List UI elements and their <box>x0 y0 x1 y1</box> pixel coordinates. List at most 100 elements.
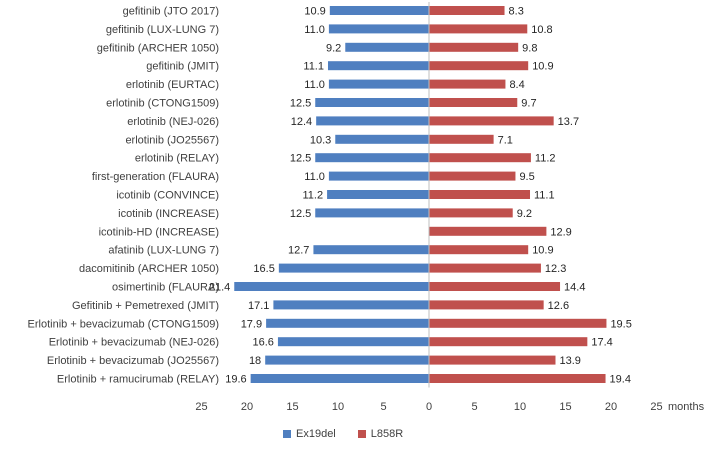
value-label-l858r-14: 10.9 <box>532 245 553 257</box>
x-tick-label-4: 10 <box>332 401 344 413</box>
value-label-ex19del-21: 19.6 <box>225 374 246 386</box>
bar-l858r-6 <box>429 98 518 107</box>
value-label-l858r-15: 12.3 <box>545 263 566 275</box>
value-label-l858r-20: 13.9 <box>559 355 580 367</box>
bar-ex19del-1 <box>329 6 429 15</box>
category-label-gefitinib-jto-2017: gefitinib (JTO 2017) <box>123 6 219 18</box>
legend-swatch-l858r <box>357 430 366 438</box>
value-label-ex19del-14: 12.7 <box>288 245 309 257</box>
bar-l858r-8 <box>429 134 494 144</box>
bar-l858r-15 <box>429 263 541 273</box>
value-label-l858r-17: 12.6 <box>548 300 569 312</box>
value-label-ex19del-10: 11.0 <box>304 171 325 183</box>
bar-l858r-18 <box>429 318 607 328</box>
category-label-erlotinib-ramucirumab-relay: Erlotinib + ramucirumab (RELAY) <box>57 374 219 386</box>
value-label-ex19del-4: 11.1 <box>303 61 324 73</box>
value-label-ex19del-17: 17.1 <box>248 300 269 312</box>
bar-ex19del-19 <box>277 337 429 347</box>
bar-l858r-1 <box>429 6 505 15</box>
legend-item-ex19del: Ex19del <box>283 428 336 440</box>
value-label-ex19del-5: 11.0 <box>304 79 325 91</box>
category-label-gefitinib-pemetrexed-jmit: Gefitinib + Pemetrexed (JMIT) <box>72 300 219 312</box>
bar-l858r-19 <box>429 337 588 347</box>
bar-ex19del-10 <box>328 171 429 181</box>
value-label-ex19del-20: 18 <box>249 355 261 367</box>
value-labels: 10.9 8.3 11.0 10.8 9.2 9.8 11.1 10.9 11.0 8.4 12.5… <box>209 6 632 386</box>
legend-label-ex19del: Ex19del <box>296 428 336 440</box>
category-label-gefitinib-jmit: gefitinib (JMIT) <box>146 61 219 73</box>
bar-l858r-14 <box>429 245 529 255</box>
bar-l858r-11 <box>429 190 531 199</box>
category-labels: gefitinib (JTO 2017) gefitinib (LUX-LUNG … <box>28 6 219 386</box>
legend-label-l858r: L858R <box>370 428 404 440</box>
value-label-ex19del-15: 16.5 <box>253 263 274 275</box>
category-label-icotinib-convince: icotinib (CONVINCE) <box>116 190 219 202</box>
bar-l858r-3 <box>429 42 519 52</box>
category-label-erlotinib-nej-026: erlotinib (NEJ-026) <box>127 116 219 128</box>
category-label-erlotinib-eurtac: erlotinib (EURTAC) <box>126 79 219 91</box>
bar-ex19del-11 <box>327 190 429 199</box>
bar-l858r-16 <box>429 282 561 291</box>
bar-ex19del-16 <box>234 282 429 291</box>
value-label-ex19del-16: 21.4 <box>209 282 230 294</box>
value-label-l858r-6: 9.7 <box>521 98 536 110</box>
bar-ex19del-14 <box>313 245 429 255</box>
value-label-ex19del-8: 10.3 <box>310 134 331 146</box>
value-label-ex19del-3: 9.2 <box>326 42 341 54</box>
category-label-gefitinib-archer-1050: gefitinib (ARCHER 1050) <box>97 42 219 54</box>
category-label-erlotinib-bevacizumab-ctong1509: Erlotinib + bevacizumab (CTONG1509) <box>28 318 219 330</box>
bar-ex19del-17 <box>273 300 429 310</box>
x-tick-label-3: 15 <box>286 401 298 413</box>
bar-ex19del-2 <box>328 24 429 34</box>
x-tick-label-9: 15 <box>559 401 571 413</box>
bar-ex19del-21 <box>250 374 429 383</box>
value-label-l858r-9: 11.2 <box>535 153 556 165</box>
x-tick-label-5: 5 <box>380 401 386 413</box>
category-label-osimertinib-flaura: osimertinib (FLAURA) <box>112 282 219 294</box>
x-axis-ticks: 25 20 15 10 5 0 5 10 15 20 25 <box>195 401 662 413</box>
value-label-ex19del-12: 12.5 <box>290 208 311 220</box>
value-label-ex19del-19: 16.6 <box>253 337 274 349</box>
x-tick-label-1: 25 <box>195 401 207 413</box>
x-tick-label-10: 20 <box>605 401 617 413</box>
value-label-ex19del-7: 12.4 <box>291 116 312 128</box>
bar-l858r-10 <box>429 171 516 181</box>
bar-l858r-12 <box>429 208 513 218</box>
value-label-ex19del-1: 10.9 <box>304 6 325 18</box>
category-label-erlotinib-bevacizumab-jo25567: Erlotinib + bevacizumab (JO25567) <box>47 355 219 367</box>
value-label-l858r-18: 19.5 <box>610 318 631 330</box>
category-label-icotinib-hd-increase: icotinib-HD (INCREASE) <box>99 226 219 238</box>
value-label-ex19del-6: 12.5 <box>290 98 311 110</box>
value-label-l858r-7: 13.7 <box>558 116 579 128</box>
value-label-l858r-19: 17.4 <box>591 337 612 349</box>
value-label-l858r-16: 14.4 <box>564 282 585 294</box>
bar-ex19del-3 <box>345 42 429 52</box>
category-label-erlotinib-jo25567: erlotinib (JO25567) <box>125 134 219 146</box>
category-label-erlotinib-bevacizumab-nej-026: Erlotinib + bevacizumab (NEJ-026) <box>49 337 219 349</box>
value-label-l858r-10: 9.5 <box>519 171 534 183</box>
bar-l858r-20 <box>429 355 556 365</box>
category-label-erlotinib-relay: erlotinib (RELAY) <box>135 153 219 165</box>
x-tick-label-11: 25 <box>650 401 662 413</box>
category-label-icotinib-increase: icotinib (INCREASE) <box>118 208 219 220</box>
bar-l858r-7 <box>429 116 554 126</box>
bars-group <box>234 6 607 383</box>
bar-ex19del-18 <box>266 318 429 328</box>
category-label-erlotinib-ctong1509: erlotinib (CTONG1509) <box>106 98 219 110</box>
value-label-l858r-1: 8.3 <box>509 6 524 18</box>
value-label-l858r-4: 10.9 <box>532 61 553 73</box>
x-tick-label-7: 5 <box>471 401 477 413</box>
bar-l858r-9 <box>429 153 531 163</box>
bar-ex19del-12 <box>315 208 429 218</box>
bar-l858r-2 <box>429 24 528 34</box>
bar-ex19del-5 <box>328 79 429 89</box>
x-tick-label-2: 20 <box>241 401 253 413</box>
category-label-dacomitinib-archer-1050: dacomitinib (ARCHER 1050) <box>79 263 219 275</box>
legend-swatch-ex19del <box>283 430 291 438</box>
value-label-l858r-3: 9.8 <box>522 42 537 54</box>
bar-ex19del-15 <box>278 263 429 273</box>
bar-ex19del-8 <box>335 134 429 144</box>
bar-l858r-5 <box>429 79 506 89</box>
value-label-l858r-13: 12.9 <box>550 226 571 238</box>
